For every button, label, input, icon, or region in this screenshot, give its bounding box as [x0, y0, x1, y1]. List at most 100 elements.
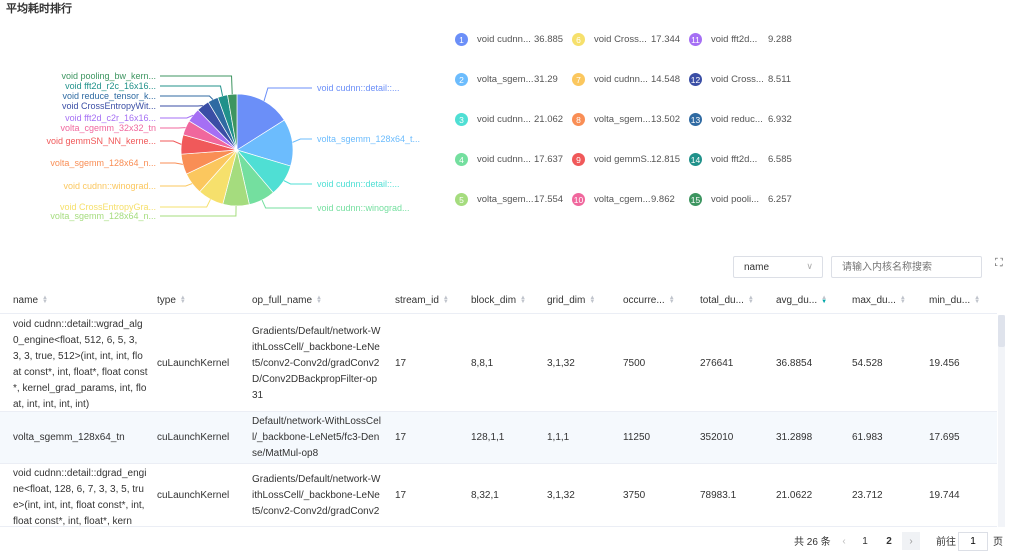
legend-item[interactable]: 13 void reduc... 6.932: [689, 113, 792, 126]
pie-label: void fft2d_c2r_16x16...: [65, 113, 156, 123]
legend-item[interactable]: 11 void fft2d... 9.288: [689, 33, 792, 46]
sort-icon[interactable]: ▲ ▼: [589, 295, 596, 306]
table-row[interactable]: void cudnn::detail::dgrad_engine<float, …: [0, 464, 997, 527]
page-2-button[interactable]: 2: [886, 535, 892, 547]
legend-item[interactable]: 15 void pooli... 6.257: [689, 193, 792, 206]
column-header[interactable]: op_full_name ▲ ▼: [252, 295, 322, 306]
table-cell-type: cuLaunchKernel: [157, 432, 230, 443]
column-header[interactable]: type ▲ ▼: [157, 295, 186, 306]
column-header[interactable]: grid_dim ▲ ▼: [547, 295, 595, 306]
sort-icon[interactable]: ▲ ▼: [974, 295, 981, 306]
rank-badge: 8: [572, 113, 585, 126]
table-cell-occurre: 7500: [623, 357, 646, 369]
column-header[interactable]: occurre... ▲ ▼: [623, 295, 675, 306]
legend-item[interactable]: 1 void cudnn... 36.885: [455, 33, 563, 46]
legend-name: void cudnn...: [477, 154, 531, 165]
legend-item[interactable]: 7 void cudnn... 14.548: [572, 73, 680, 86]
rank-badge: 4: [455, 153, 468, 166]
legend-value: 9.288: [768, 34, 792, 45]
legend-item[interactable]: 10 volta_cgem... 9.862: [572, 193, 675, 206]
scrollbar-thumb[interactable]: [998, 315, 1005, 347]
column-header-label: stream_id: [395, 295, 439, 306]
table-scrollbar[interactable]: [998, 315, 1005, 527]
column-header[interactable]: stream_id ▲ ▼: [395, 295, 449, 306]
chevron-down-icon: ∨: [806, 261, 813, 271]
pie-label: volta_sgemm_128x64_n...: [50, 158, 156, 168]
rank-badge: 10: [572, 193, 585, 206]
table-cell-total_du: 352010: [700, 432, 734, 443]
legend-value: 13.502: [651, 114, 681, 125]
sort-icon[interactable]: ▲ ▼: [747, 295, 754, 306]
legend-value: 21.062: [534, 114, 564, 125]
column-header[interactable]: name ▲ ▼: [13, 295, 48, 306]
column-header[interactable]: min_du... ▲ ▼: [929, 295, 980, 306]
sort-icon[interactable]: ▲ ▼: [316, 295, 322, 306]
pie-label: volta_sgemm_128x64_t...: [317, 134, 421, 144]
next-page-button[interactable]: ›: [902, 532, 920, 550]
pie-label: void cudnn::detail::...: [317, 179, 400, 189]
column-header-label: occurre...: [623, 295, 665, 306]
filter-field-select[interactable]: name ∨: [733, 256, 823, 278]
legend-item[interactable]: 2 volta_sgem... 31.29: [455, 73, 558, 86]
sort-icon[interactable]: ▲ ▼: [520, 295, 526, 306]
legend-value: 31.29: [534, 74, 558, 85]
pie-label: void pooling_bw_kern...: [61, 71, 156, 81]
legend-item[interactable]: 14 void fft2d... 6.585: [689, 153, 792, 166]
legend-item[interactable]: 9 void gemmS... 12.815: [572, 153, 680, 166]
column-header-label: grid_dim: [547, 295, 586, 306]
legend-name: void Cross...: [711, 74, 764, 85]
pie-label: volta_sgemm_128x64_n...: [50, 211, 156, 221]
legend-item[interactable]: 4 void cudnn... 17.637: [455, 153, 563, 166]
column-header[interactable]: max_du... ▲ ▼: [852, 295, 906, 306]
label-line: [160, 85, 224, 96]
legend-name: void cudnn...: [477, 114, 531, 125]
pie-slice[interactable]: [236, 93, 285, 151]
column-header-label: name: [13, 295, 39, 306]
page-unit-label: 页: [993, 537, 1003, 548]
goto-page-input[interactable]: [958, 532, 988, 551]
table-header: name ▲ ▼ type ▲ ▼ op_full_name ▲ ▼ stream_id ▲ ▼ blo…: [0, 288, 997, 314]
table-cell-stream_id: 17: [395, 489, 407, 501]
sort-icon[interactable]: ▲ ▼: [442, 295, 449, 306]
legend-value: 6.932: [768, 114, 792, 125]
rank-badge: 5: [455, 193, 468, 206]
table-row[interactable]: void cudnn::detail::wgrad_alg0_engine<fl…: [0, 315, 997, 412]
table-cell-block_dim: 128,1,1: [471, 432, 505, 443]
rank-badge: 14: [689, 153, 702, 166]
table-row[interactable]: volta_sgemm_128x64_tn cuLaunchKernel Defau…: [0, 412, 997, 464]
table-cell-max_du: 54.528: [852, 357, 883, 369]
rank-badge: 6: [572, 33, 585, 46]
sort-icon[interactable]: ▲ ▼: [899, 295, 906, 306]
legend-value: 17.554: [534, 194, 564, 205]
column-header-label: max_du...: [852, 295, 896, 306]
legend-item[interactable]: 5 volta_sgem... 17.554: [455, 193, 563, 206]
table-cell-min_du: 19.744: [929, 489, 960, 501]
legend-value: 14.548: [651, 74, 681, 85]
legend-item[interactable]: 12 void Cross... 8.511: [689, 73, 791, 86]
table-cell-occurre: 3750: [623, 489, 646, 501]
fullscreen-icon[interactable]: ⛶: [995, 257, 1003, 269]
column-header[interactable]: total_du... ▲ ▼: [700, 295, 754, 306]
legend-name: void pooli...: [711, 194, 760, 205]
table-cell-name: void cudnn::detail::wgrad_alg0_engine<fl…: [13, 319, 148, 410]
legend-item[interactable]: 3 void cudnn... 21.062: [455, 113, 563, 126]
table-cell-block_dim: 8,32,1: [471, 489, 499, 501]
legend-item[interactable]: 6 void Cross... 17.344: [572, 33, 680, 46]
sort-icon[interactable]: ▲ ▼: [179, 295, 186, 306]
search-input[interactable]: [831, 256, 982, 278]
column-header[interactable]: block_dim ▲ ▼: [471, 295, 526, 306]
pie-legend: 1 void cudnn... 36.885 2 volta_sgem... 31.29 3…: [455, 33, 795, 213]
sort-icon[interactable]: ▲ ▼: [821, 295, 828, 306]
table-cell-name: void cudnn::detail::dgrad_engine<float, …: [13, 468, 147, 527]
label-line: [263, 87, 312, 102]
prev-page-button[interactable]: ‹: [842, 535, 846, 547]
table-cell-occurre: 11250: [623, 432, 651, 443]
legend-item[interactable]: 8 volta_sgem... 13.502: [572, 113, 680, 126]
legend-name: void Cross...: [594, 34, 647, 45]
label-line: [160, 140, 182, 145]
column-header[interactable]: avg_du... ▲ ▼: [776, 295, 827, 306]
sort-icon[interactable]: ▲ ▼: [42, 295, 48, 306]
table-cell-avg_du: 36.8854: [776, 357, 813, 369]
page-1-button[interactable]: 1: [862, 535, 868, 547]
sort-icon[interactable]: ▲ ▼: [668, 295, 675, 306]
